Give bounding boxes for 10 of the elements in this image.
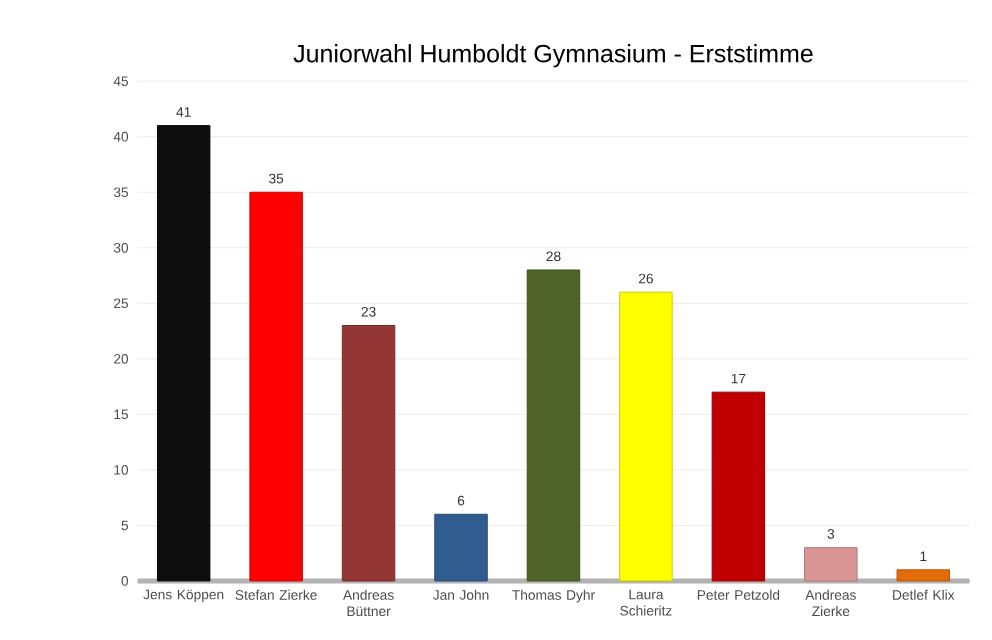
bar — [711, 391, 766, 581]
bar — [619, 291, 673, 581]
bar — [434, 513, 488, 581]
bar — [156, 124, 211, 581]
chart-title: Juniorwahl Humboldt Gymnasium - Erststimme — [293, 43, 813, 67]
bar — [249, 191, 303, 581]
bar — [341, 324, 396, 581]
bar — [526, 269, 581, 581]
bar — [896, 568, 951, 581]
bar — [804, 546, 858, 581]
